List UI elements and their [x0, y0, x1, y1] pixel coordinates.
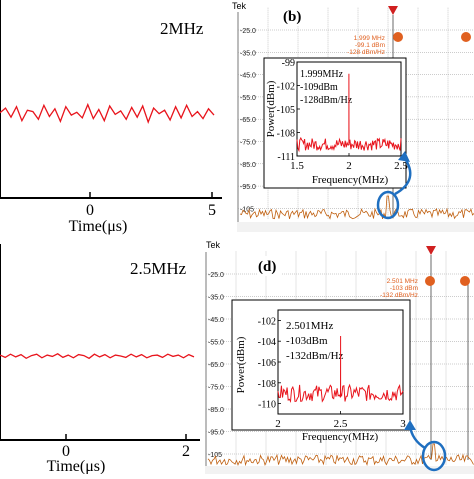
ytick-label: -55.0 [208, 340, 224, 347]
panel-b-inset-xlabel: Frequency(MHz) [312, 174, 389, 186]
panel-a-xtick-0: 0 [86, 202, 94, 219]
panel-b-status-bar [237, 222, 474, 232]
inset-ytick-label: -110 [258, 400, 276, 411]
panel-d-inset-frame [231, 299, 411, 431]
inset-ytick-label: -102 [258, 316, 276, 327]
ytick-label: -45.0 [240, 73, 256, 80]
panel-b-inset-annot-freq: 1.999MHz [300, 69, 344, 80]
panel-d-inset-ticks: 2 2.5 3 -102 -104 -106 -108 -110 [258, 316, 407, 430]
panel-d-ref-marker-icon [426, 246, 436, 255]
panel-b-inset-annot-power: -109dBm [300, 82, 338, 93]
panel-b-marker-a-icon [393, 32, 403, 42]
panel-d-inset: 2 2.5 3 -102 -104 -106 -108 -110 2.501MHz -103d… [231, 299, 411, 443]
panel-d-marker-power: -103 dBm [390, 285, 418, 292]
ytick-label: -65.0 [240, 117, 256, 124]
panel-b-inset-annot-density: -128dBm/Hz [300, 95, 353, 106]
inset-ytick-label: -99 [282, 58, 295, 69]
panel-b-instrument-trace [239, 195, 474, 220]
ytick-label: -105 [240, 206, 254, 213]
panel-d-label: (d) [258, 259, 276, 275]
inset-xtick-label: 2.5 [334, 418, 348, 430]
panel-b-inset-ylabel: Power(dBm) [265, 80, 277, 137]
panel-a-series-line [0, 102, 215, 125]
panel-b-inset-ticks: 1.5 2 2.5 -99 -102 -105 -108 -111 [277, 58, 409, 172]
ytick-label: -75.0 [208, 385, 224, 392]
panel-c-xtick-2: 2 [182, 443, 190, 460]
ytick-label: -35.0 [208, 295, 224, 302]
panel-b-ytick-labels: -25.0 -35.0 -45.0 -55.0 -65.0 -75.0 -85.0 -95.0… [240, 28, 256, 213]
panel-d-inset-annot-density: -132dBm/Hz [286, 350, 344, 362]
inset-xtick-label: 3 [400, 418, 406, 430]
panel-b-ref-marker-icon [388, 6, 398, 15]
inset-ytick-label: -105 [277, 105, 295, 116]
ytick-label: -105 [208, 452, 222, 459]
inset-xtick-label: 2.5 [394, 160, 408, 172]
panel-d-marker-density: -132 dBm/Hz [380, 292, 418, 299]
panel-d-inset-annot-power: -103dBm [286, 335, 328, 347]
panel-b-marker-density: -128 dBm/Hz [347, 49, 385, 56]
panel-c-xlabel: Time(μs) [47, 458, 106, 474]
panel-d-inset-xlabel: Frequency(MHz) [302, 431, 379, 443]
panel-d-marker-b-icon [460, 276, 470, 286]
panel-d: Tek -25.0-35.0-45.0-55.0-65.0-75.0-85.0-… [205, 240, 474, 474]
panel-a-title: 2MHz [160, 19, 204, 38]
panel-b-inset-spectrum-line [296, 73, 402, 153]
inset-ytick-label: -111 [277, 152, 295, 163]
ytick-label: -65.0 [208, 362, 224, 369]
ytick-label: -35.0 [240, 50, 256, 57]
panel-c-title: 2.5MHz [130, 259, 187, 278]
panel-d-marker-freq: 2.501 MHz [387, 278, 418, 285]
panel-b-instrument: Tek [232, 1, 247, 11]
panel-d-marker-a-icon [425, 276, 435, 286]
panel-b-marker-power: -99.1 dBm [355, 42, 385, 49]
panel-d-callout-circle-icon [421, 440, 447, 472]
panel-d-instrument: Tek [206, 240, 221, 250]
panel-b-inset: 1.5 2 2.5 -99 -102 -105 -108 -111 1.999MHz -109… [263, 57, 409, 189]
ytick-label: -95.0 [240, 184, 256, 191]
panel-d-inset-annot-freq: 2.501MHz [286, 320, 333, 332]
inset-ytick-label: -108 [258, 379, 276, 390]
inset-ytick-label: -106 [258, 358, 276, 369]
ytick-label: -85.0 [208, 407, 224, 414]
panel-b-label-bg [282, 6, 306, 26]
ytick-label: -85.0 [240, 162, 256, 169]
ytick-label: -25.0 [240, 28, 256, 35]
panel-b-label: (b) [283, 9, 301, 25]
panel-a-xtick-5: 5 [208, 202, 216, 219]
panel-d-ytick-labels: -25.0 -35.0 -45.0 -55.0 -65.0 -75.0 -85.0 -95.0… [208, 272, 224, 459]
panel-d-inset-spectrum-line [277, 335, 404, 403]
panel-c-xtick-0: 0 [62, 443, 70, 460]
panel-a: 2MHz 0 5 Time(μs) [0, 0, 222, 235]
panel-d-label-bg [257, 256, 281, 276]
panel-a-xlabel: Time(μs) [69, 218, 128, 235]
inset-xtick-label: 1.5 [290, 160, 304, 172]
panel-b-marker-b-icon [461, 32, 471, 42]
panel-b-callout-arrowhead-icon [398, 151, 410, 162]
ytick-label: -45.0 [208, 317, 224, 324]
panel-b-marker-freq: 1.999 MHz [354, 35, 385, 42]
ytick-label: -95.0 [208, 430, 224, 437]
panel-d-callout-arrowhead-icon [404, 420, 416, 430]
panel-d-instrument-trace [207, 443, 474, 467]
panel-b-inset-frame [263, 57, 407, 189]
panel-b-callout-circle-icon [376, 190, 400, 220]
panel-c-series-line [0, 353, 195, 360]
ytick-label: -75.0 [240, 140, 256, 147]
inset-ytick-label: -102 [277, 82, 295, 93]
panel-d-status-bar [205, 466, 474, 474]
panel-b: Tek -25.0-35.0-45.0-55.0-65.0-75.0-85.0-… [232, 0, 474, 232]
panel-d-inset-ylabel: Power(dBm) [235, 336, 247, 393]
panel-c: 2.5MHz 0 2 Time(μs) [0, 244, 200, 475]
inset-xtick-label: 2 [346, 160, 352, 172]
ytick-label: -25.0 [208, 272, 224, 279]
ytick-label: -55.0 [240, 95, 256, 102]
inset-xtick-label: 2 [275, 418, 281, 430]
inset-ytick-label: -104 [258, 337, 276, 348]
inset-ytick-label: -108 [277, 129, 295, 140]
